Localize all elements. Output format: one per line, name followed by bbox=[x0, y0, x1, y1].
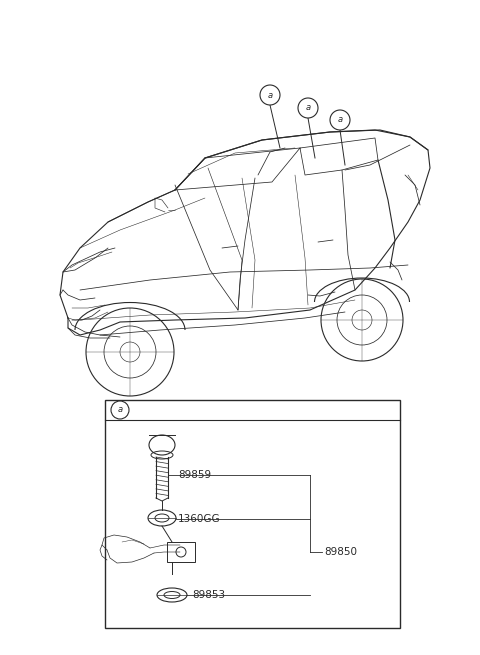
Text: a: a bbox=[305, 103, 311, 113]
Circle shape bbox=[330, 110, 350, 130]
Text: a: a bbox=[267, 90, 273, 100]
Bar bbox=[167, 542, 195, 562]
Text: a: a bbox=[118, 405, 122, 415]
Text: 89853: 89853 bbox=[192, 590, 225, 600]
Circle shape bbox=[111, 401, 129, 419]
Circle shape bbox=[298, 98, 318, 118]
Text: 1360GG: 1360GG bbox=[178, 514, 221, 524]
Text: 89859: 89859 bbox=[178, 470, 211, 480]
Bar bbox=[105, 400, 400, 628]
Text: 89850: 89850 bbox=[324, 547, 357, 557]
Circle shape bbox=[260, 85, 280, 105]
Text: a: a bbox=[337, 115, 343, 124]
